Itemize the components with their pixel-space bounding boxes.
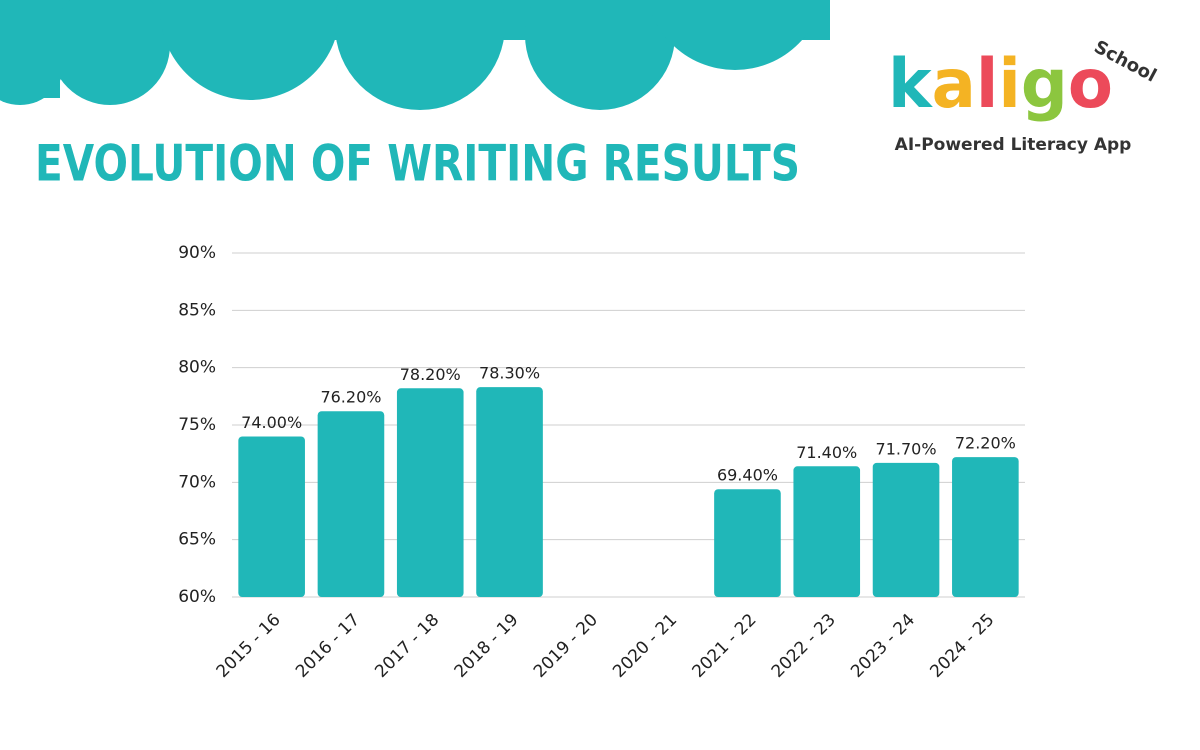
- value-label: 76.20%: [320, 388, 381, 407]
- x-tick-label: 2022 - 23: [768, 610, 840, 682]
- value-label: 72.20%: [955, 434, 1016, 453]
- y-tick-label: 90%: [178, 243, 216, 263]
- bar: [396, 388, 464, 597]
- x-tick-label: 2019 - 20: [530, 610, 602, 682]
- value-label: 78.30%: [479, 364, 540, 383]
- bar: [317, 411, 385, 597]
- value-label: 71.40%: [796, 443, 857, 462]
- x-tick-label: 2023 - 24: [847, 610, 919, 682]
- logo-tagline: AI-Powered Literacy App: [895, 135, 1132, 155]
- value-label: 74.00%: [241, 413, 302, 432]
- x-tick-label: 2018 - 19: [451, 610, 523, 682]
- x-tick-label: 2016 - 17: [292, 610, 364, 682]
- bar: [238, 436, 305, 597]
- y-tick-label: 80%: [178, 358, 216, 378]
- y-tick-label: 75%: [178, 415, 216, 435]
- bar: [793, 466, 861, 597]
- y-tick-label: 85%: [178, 300, 216, 320]
- x-tick-label: 2021 - 22: [689, 610, 761, 682]
- bar: [952, 457, 1019, 597]
- value-label: 71.70%: [876, 439, 937, 458]
- bar: [476, 387, 543, 597]
- logo-wordmark: kaligo: [888, 45, 1113, 124]
- bar: [714, 489, 781, 597]
- value-label: 78.20%: [400, 365, 461, 384]
- chart-title: EVOLUTION OF WRITING RESULTS: [35, 135, 800, 193]
- value-label: 69.40%: [717, 466, 778, 485]
- y-tick-label: 60%: [178, 587, 216, 607]
- y-tick-label: 70%: [178, 472, 216, 492]
- x-tick-label: 2015 - 16: [213, 610, 285, 682]
- x-tick-label: 2020 - 21: [609, 610, 681, 682]
- x-tick-label: 2024 - 25: [926, 610, 998, 682]
- bar: [872, 462, 940, 597]
- x-tick-label: 2017 - 18: [371, 610, 443, 682]
- cloud-decoration: [0, 0, 830, 110]
- y-tick-label: 65%: [178, 530, 216, 550]
